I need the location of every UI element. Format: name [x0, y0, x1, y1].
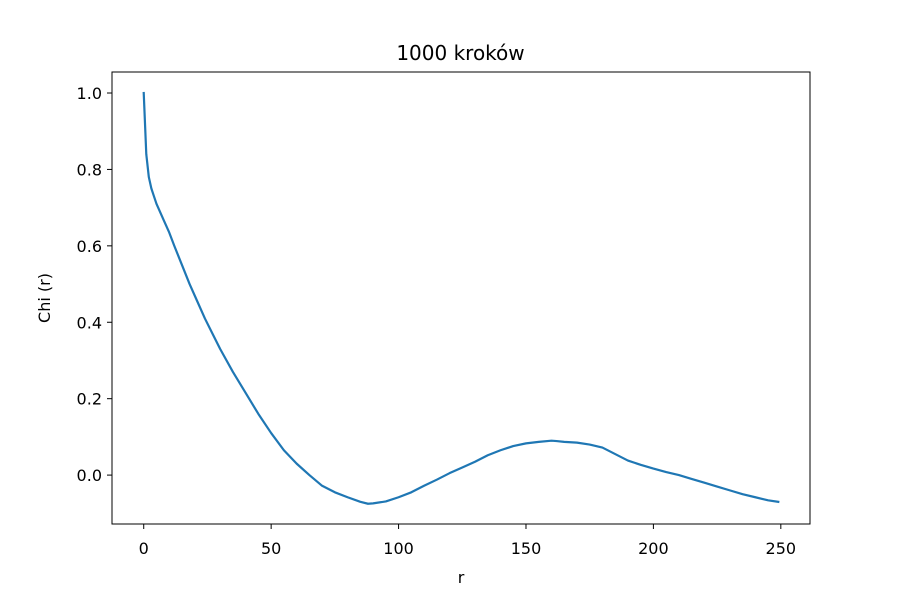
y-tick-label: 1.0 [77, 84, 102, 103]
x-tick-label: 50 [261, 539, 281, 558]
y-tick-label: 0.0 [77, 466, 102, 485]
chart-title: 1000 kroków [396, 41, 524, 65]
x-tick-label: 150 [511, 539, 542, 558]
x-axis-ticks: 0 50 100 150 200 250 [139, 524, 796, 558]
series-line-0 [142, 91, 780, 505]
y-axis-label: Chi (r) [35, 273, 54, 323]
y-tick-label: 0.4 [77, 313, 102, 332]
plot-area [142, 91, 780, 505]
x-tick-label: 200 [638, 539, 669, 558]
x-axis-label: r [458, 568, 465, 587]
x-tick-label: 100 [383, 539, 414, 558]
x-tick-label: 250 [766, 539, 797, 558]
y-tick-label: 0.2 [77, 390, 102, 409]
axes-frame [111, 71, 811, 525]
y-tick-label: 0.8 [77, 160, 102, 179]
y-tick-label: 0.6 [77, 237, 102, 256]
x-tick-label: 0 [139, 539, 149, 558]
y-axis-ticks: 0.0 0.2 0.4 0.6 0.8 1.0 [77, 84, 112, 485]
